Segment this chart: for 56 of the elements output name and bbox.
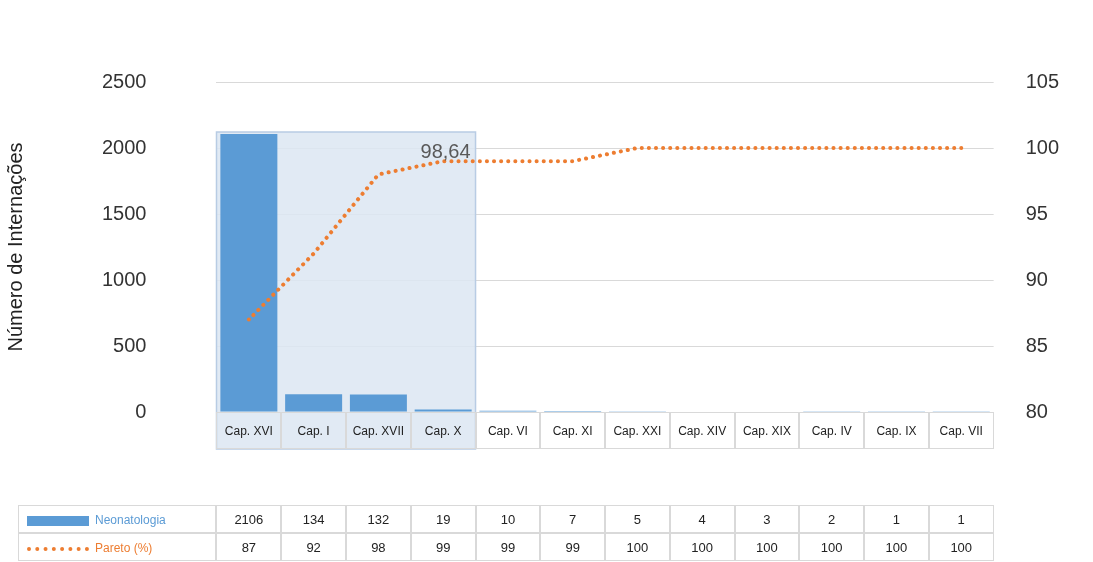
data-label: 100 xyxy=(734,533,800,561)
data-label: 92 xyxy=(281,533,346,561)
data-label: 5 xyxy=(605,505,670,533)
text: Neonatologia xyxy=(18,505,217,533)
data-label: 2 xyxy=(799,505,865,533)
y-tick-label: 2000 xyxy=(101,135,147,158)
bar xyxy=(414,409,472,412)
y-axis-title: Número de Internações xyxy=(3,142,26,352)
x-tick-label: Cap. XXI xyxy=(605,412,670,449)
data-label: 100 xyxy=(605,533,670,561)
x-tick-label: Cap. IV xyxy=(799,412,865,449)
data-label: 19 xyxy=(410,505,476,533)
data-label: 100 xyxy=(669,533,735,561)
data-label: 99 xyxy=(540,533,606,561)
data-label: 100 xyxy=(864,533,929,561)
x-tick-label: Cap. XVII xyxy=(346,412,411,449)
x-tick-label: Cap. XVI xyxy=(216,412,282,449)
data-label: 100 xyxy=(799,533,865,561)
x-tick-label: Cap. VI xyxy=(475,412,541,449)
data-label: 4 xyxy=(669,505,735,533)
data-label: 10 xyxy=(475,505,541,533)
bar xyxy=(349,394,407,412)
x-tick-label: Cap. XIV xyxy=(669,412,735,449)
annotation: 98,64 xyxy=(420,139,471,162)
data-label: 7 xyxy=(540,505,606,533)
data-label: 132 xyxy=(346,505,411,533)
bar xyxy=(285,394,343,412)
data-label: 2106 xyxy=(216,505,282,533)
data-label: 98 xyxy=(346,533,411,561)
data-label: 99 xyxy=(475,533,541,561)
data-label: 3 xyxy=(734,505,800,533)
y2-tick-label: 100 xyxy=(1025,135,1060,158)
y2-tick-label: 80 xyxy=(1025,399,1048,422)
y2-tick-label: 95 xyxy=(1025,201,1048,224)
data-label: 134 xyxy=(281,505,346,533)
data-label: 100 xyxy=(928,533,994,561)
x-tick-label: Cap. X xyxy=(410,412,476,449)
bar xyxy=(220,134,278,412)
y-tick-label: 2500 xyxy=(101,69,147,92)
x-tick-label: Cap. XI xyxy=(540,412,606,449)
data-label: 99 xyxy=(410,533,476,561)
data-label: 1 xyxy=(928,505,994,533)
y-tick-label: 1500 xyxy=(101,201,147,224)
data-label: 87 xyxy=(216,533,282,561)
text: Pareto (%) xyxy=(18,533,217,561)
y2-tick-label: 85 xyxy=(1025,333,1048,356)
y2-tick-label: 90 xyxy=(1025,267,1048,290)
y2-tick-label: 105 xyxy=(1025,69,1060,92)
x-tick-label: Cap. IX xyxy=(864,412,929,449)
y-tick-label: 500 xyxy=(113,333,147,356)
data-label: 1 xyxy=(864,505,929,533)
y-tick-label: 0 xyxy=(135,399,147,422)
x-tick-label: Cap. VII xyxy=(928,412,994,449)
x-tick-label: Cap. XIX xyxy=(734,412,800,449)
y-tick-label: 1000 xyxy=(101,267,147,290)
x-tick-label: Cap. I xyxy=(281,412,346,449)
